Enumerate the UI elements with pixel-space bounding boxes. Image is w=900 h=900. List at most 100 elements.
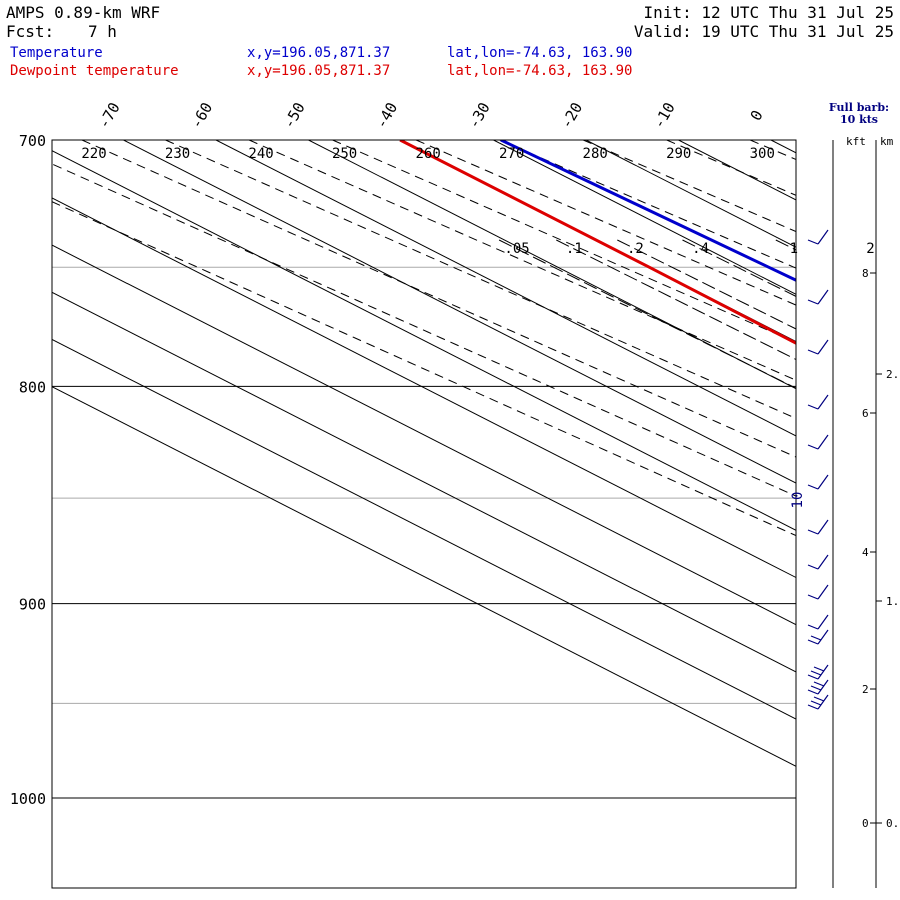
isotherm-tick-label: -30 bbox=[465, 99, 494, 131]
wind-barb-flag bbox=[807, 674, 819, 680]
isotherm-tick-label: -20 bbox=[557, 99, 586, 131]
isotherm-tick-label: -40 bbox=[372, 99, 401, 131]
dewpoint-profile-line bbox=[399, 140, 796, 345]
dry-adiabat-line bbox=[52, 163, 796, 497]
wind-barb-flag bbox=[807, 704, 819, 710]
barb-key-title: Full barb: 10 kts bbox=[828, 101, 890, 126]
isotherm-line bbox=[123, 140, 796, 484]
dry-adiabat-line bbox=[81, 140, 796, 458]
isotherm-line bbox=[215, 140, 796, 437]
mixing-ratio-label: .1 bbox=[566, 241, 583, 257]
wind-barb-flag bbox=[807, 404, 819, 410]
mixing-ratio-label: .4 bbox=[692, 241, 709, 257]
isotherm-line bbox=[52, 150, 796, 531]
isotherm-line bbox=[52, 197, 796, 579]
isotherm-tick-label: -70 bbox=[95, 99, 124, 131]
wind-barb-staff bbox=[817, 694, 829, 710]
wind-barb-staff bbox=[817, 289, 829, 305]
wind-barb-flag bbox=[807, 594, 819, 600]
isotherm-tick-label: 0 bbox=[747, 107, 767, 124]
height-kft-label: 8 bbox=[862, 267, 869, 280]
wind-barb-flag bbox=[807, 624, 819, 630]
wind-barb-staff bbox=[817, 394, 829, 410]
wind-barb-staff bbox=[817, 679, 829, 695]
dry-adiabat-label: 280 bbox=[583, 146, 608, 162]
height-kft-label: 6 bbox=[862, 407, 869, 420]
isotherm-line bbox=[52, 244, 796, 626]
height-kft-label: 0 bbox=[862, 817, 869, 830]
mixing-ratio-label: 1 bbox=[790, 241, 798, 257]
wind-barb-staff bbox=[817, 519, 829, 535]
height-km-label: 2. bbox=[886, 368, 899, 381]
plot-area bbox=[52, 140, 796, 799]
height-header-kft: kft bbox=[846, 135, 866, 148]
wind-barb-flag bbox=[810, 700, 822, 706]
forecast-hours: 7 h bbox=[88, 22, 117, 41]
mixing-ratio-line bbox=[556, 239, 796, 361]
isotherm-line bbox=[308, 140, 796, 390]
wind-barb-flag bbox=[807, 639, 819, 645]
mixing-ratio-label: .05 bbox=[504, 241, 529, 257]
temperature-profile-line bbox=[500, 140, 796, 282]
valid-time: Valid: 19 UTC Thu 31 Jul 25 bbox=[633, 22, 894, 41]
dry-adiabat-line bbox=[248, 140, 796, 381]
isotherm-line bbox=[52, 291, 796, 673]
wind-speed-label: 10 bbox=[790, 492, 806, 509]
dry-adiabat-label: 250 bbox=[332, 146, 357, 162]
isotherm-line bbox=[52, 386, 796, 767]
height-km-label: 0. bbox=[886, 817, 899, 830]
plot-frame bbox=[51, 139, 797, 889]
mixing-ratio-line bbox=[498, 239, 796, 389]
legend-temperature-name: Temperature bbox=[10, 45, 103, 61]
wind-barb-staff bbox=[817, 614, 829, 630]
height-km-label: 1. bbox=[886, 595, 899, 608]
pressure-tick-label: 900 bbox=[19, 596, 46, 614]
pressure-tick-label: 700 bbox=[19, 132, 46, 150]
isotherm-tick-label: -50 bbox=[280, 99, 309, 131]
isotherm-line bbox=[400, 140, 796, 343]
forecast-label: Fcst: bbox=[6, 22, 55, 41]
wind-barb-staff bbox=[817, 629, 829, 645]
wind-barb-flag bbox=[807, 299, 819, 305]
model-title: AMPS 0.89-km WRF bbox=[6, 3, 161, 22]
wind-barb-flag bbox=[807, 484, 819, 490]
height-kft-label: 2 bbox=[862, 683, 869, 696]
mixing-ratio-line bbox=[775, 239, 796, 251]
wind-barb-flag bbox=[810, 685, 822, 691]
dry-adiabat-line bbox=[52, 201, 796, 537]
isotherm-line bbox=[52, 338, 796, 720]
wind-barb-flag bbox=[813, 681, 825, 687]
wind-barb-flag bbox=[813, 696, 825, 702]
dry-adiabat-line bbox=[165, 140, 796, 419]
pressure-tick-label: 1000 bbox=[10, 790, 46, 808]
legend-temperature-xy: x,y=196.05,871.37 bbox=[247, 45, 391, 61]
isotherm-tick-label: -10 bbox=[650, 99, 679, 131]
wind-barb-flag bbox=[807, 564, 819, 570]
dry-adiabat-label: 300 bbox=[750, 146, 775, 162]
height-header-km: km bbox=[880, 135, 894, 148]
legend-dewpoint-latlon: lat,lon=-74.63, 163.90 bbox=[447, 63, 633, 79]
wind-barb-flag bbox=[813, 666, 825, 672]
dry-adiabat-label: 260 bbox=[415, 146, 440, 162]
wind-barb-flag bbox=[807, 689, 819, 695]
isotherm-tick-label: -60 bbox=[187, 99, 216, 131]
pressure-tick-label: 800 bbox=[19, 378, 46, 396]
dry-adiabat-label: 270 bbox=[499, 146, 524, 162]
dry-adiabat-label: 220 bbox=[81, 146, 106, 162]
mixing-ratio-label: 2 bbox=[866, 241, 874, 257]
dry-adiabat-label: 290 bbox=[666, 146, 691, 162]
wind-barb-staff bbox=[817, 554, 829, 570]
init-time: Init: 12 UTC Thu 31 Jul 25 bbox=[643, 3, 894, 22]
wind-barb-flag bbox=[810, 670, 822, 676]
isotherm-line bbox=[493, 140, 796, 295]
dry-adiabat-line bbox=[750, 140, 796, 161]
wind-barb-staff bbox=[817, 474, 829, 490]
wind-barb-staff bbox=[817, 664, 829, 680]
wind-barb-staff bbox=[817, 434, 829, 450]
wind-barb-flag bbox=[807, 349, 819, 355]
dry-adiabat-label: 230 bbox=[165, 146, 190, 162]
wind-barb-flag bbox=[807, 529, 819, 535]
legend-dewpoint-xy: x,y=196.05,871.37 bbox=[247, 63, 391, 79]
height-kft-label: 4 bbox=[862, 546, 869, 559]
